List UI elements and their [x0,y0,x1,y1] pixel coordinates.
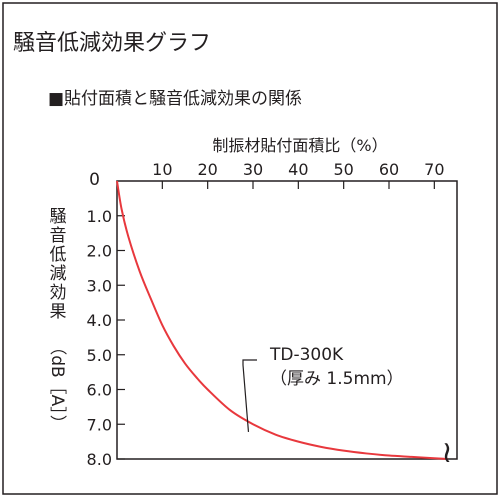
y-axis-unit-label: （dB［A］） [47,338,67,432]
y-tick-label: 7.0 [87,415,112,434]
x-tick-label: 30 [243,160,263,179]
x-tick-label: 40 [288,160,308,179]
y-tick-label: 2.0 [87,242,112,261]
page-title: 騒音低減効果グラフ [13,31,211,56]
series-line-td-300k [116,180,448,460]
annotation-thickness-label: （厚み 1.5mm） [270,369,404,389]
y-axis-label: 騒音低減効果 [50,207,67,322]
y-tick-label: 8.0 [87,450,112,469]
y-tick-label-origin: 0 [89,170,100,190]
annotation-product-label: TD-300K [269,345,344,365]
series-layer: ≀ [116,180,453,470]
y-tick-label: 3.0 [87,276,112,295]
annotation-leader-line [242,359,257,432]
y-tick-label: 6.0 [87,381,112,400]
annotation-layer: TD-300K （厚み 1.5mm） [242,345,404,432]
x-axis-ticks: 10 20 30 40 50 60 70 [152,160,445,189]
x-tick-label: 20 [197,160,217,179]
plot-area: 10 20 30 40 50 60 70 1.02.03.04.05.06.07.08.0 … [87,160,458,470]
y-tick-label: 4.0 [87,311,112,330]
y-tick-label: 5.0 [87,346,112,365]
outer-frame [2,2,498,495]
y-tick-label: 1.0 [87,207,112,226]
axis-break-icon: ≀ [441,435,452,470]
x-tick-label: 70 [424,160,444,179]
y-axis-ticks: 1.0 2.0 3.0 4.0 5.0 6.0 7.0 8.0 [87,207,125,469]
plot-frame [116,180,458,460]
x-tick-label: 10 [152,160,172,179]
x-axis-label: 制振材貼付面積比（%） [212,136,387,155]
chart-subtitle: ■貼付面積と騒音低減効果の関係 [48,89,302,109]
x-tick-label: 60 [379,160,399,179]
x-tick-label: 50 [333,160,353,179]
